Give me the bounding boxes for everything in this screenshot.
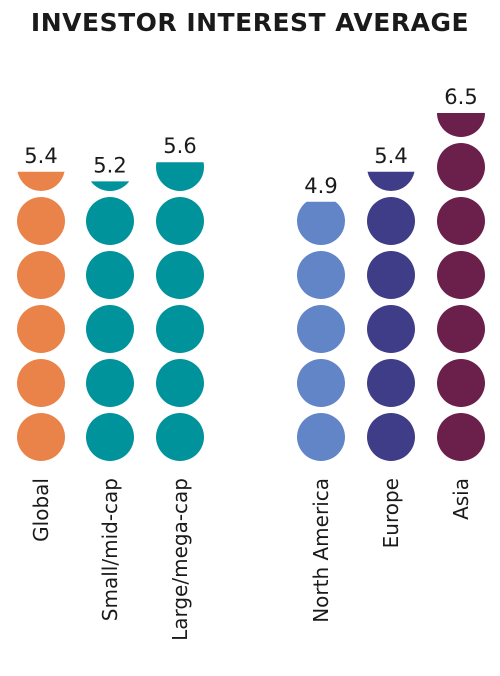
category-label-small-mid-cap: Small/mid-cap [98,478,122,621]
category-label-europe: Europe [379,478,403,548]
dot-europe-partial [367,171,415,192]
dot-large-mega-cap-3 [156,305,204,353]
dot-global-partial [17,171,65,191]
dot-small-mid-cap-2 [86,359,134,407]
value-label-small-mid-cap: 5.2 [93,153,126,177]
dot-global-4 [17,251,65,299]
dot-large-mega-cap-partial [156,162,204,191]
dot-north-america-3 [297,305,345,353]
dot-asia-6 [437,143,485,191]
dot-asia-4 [437,251,485,299]
dot-europe-2 [367,359,415,407]
dot-large-mega-cap-5 [156,197,204,245]
dot-europe-5 [367,197,415,245]
dot-global-1 [17,413,65,461]
dot-north-america-4 [297,251,345,299]
dots-layer [17,113,485,461]
category-label-large-mega-cap: Large/mega-cap [168,478,192,641]
value-label-europe: 5.4 [374,144,407,168]
dot-global-3 [17,305,65,353]
dot-small-mid-cap-3 [86,305,134,353]
dot-large-mega-cap-1 [156,413,204,461]
chart-title: INVESTOR INTEREST AVERAGE [30,8,470,37]
dot-europe-4 [367,251,415,299]
dot-asia-2 [437,359,485,407]
labels-layer: 5.4 Global 5.2 Small/mid-cap 5.6 Large/mega-c… [24,85,477,641]
dot-global-2 [17,359,65,407]
value-label-asia: 6.5 [444,85,477,109]
dot-asia-partial [437,113,485,137]
value-label-north-america: 4.9 [304,174,337,198]
dot-asia-5 [437,197,485,245]
dot-small-mid-cap-5 [86,197,134,245]
dot-europe-1 [367,413,415,461]
dot-north-america-2 [297,359,345,407]
dot-large-mega-cap-4 [156,251,204,299]
dot-small-mid-cap-1 [86,413,134,461]
value-label-global: 5.4 [24,144,57,168]
category-label-north-america: North America [309,478,333,623]
dot-europe-3 [367,305,415,353]
dot-asia-3 [437,305,485,353]
dot-north-america-partial [297,201,345,245]
dot-asia-1 [437,413,485,461]
dot-small-mid-cap-4 [86,251,134,299]
value-label-large-mega-cap: 5.6 [163,134,196,158]
category-label-asia: Asia [449,478,473,520]
category-label-global: Global [29,478,53,542]
dot-large-mega-cap-2 [156,359,204,407]
dot-global-5 [17,197,65,245]
dot-small-mid-cap-partial [90,181,130,191]
dot-north-america-1 [297,413,345,461]
